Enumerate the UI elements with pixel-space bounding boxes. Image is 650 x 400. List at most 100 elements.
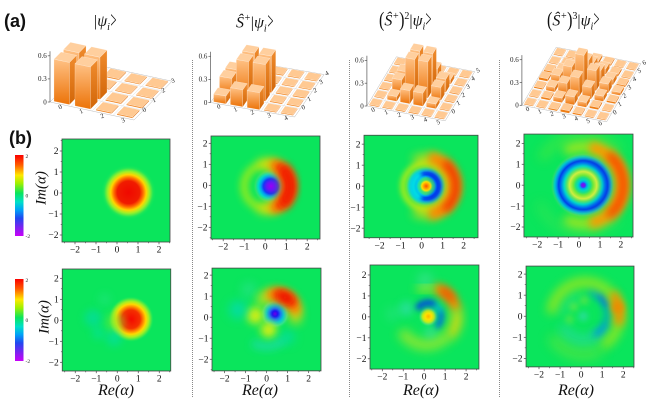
svg-text:0: 0 — [518, 313, 523, 323]
svg-text:3: 3 — [627, 84, 634, 92]
svg-text:−1: −1 — [396, 241, 406, 251]
svg-text:0: 0 — [43, 98, 47, 106]
svg-text:0: 0 — [54, 189, 59, 199]
svg-text:5: 5 — [436, 119, 443, 127]
svg-text:−2: −2 — [350, 224, 360, 234]
svg-text:0: 0 — [515, 102, 519, 110]
svg-text:4: 4 — [283, 114, 290, 122]
svg-text:−1: −1 — [555, 371, 565, 381]
svg-text:0: 0 — [576, 240, 581, 250]
svg-text:−1: −1 — [198, 334, 208, 344]
svg-text:2: 2 — [306, 374, 311, 384]
svg-text:4: 4 — [470, 75, 477, 83]
svg-text:0.6: 0.6 — [355, 57, 364, 65]
svg-text:2: 2 — [549, 110, 555, 118]
svg-text:0.3: 0.3 — [199, 76, 208, 84]
svg-text:−2: −2 — [48, 231, 58, 241]
svg-text:2: 2 — [250, 109, 256, 117]
svg-text:1: 1 — [233, 106, 239, 114]
svg-text:−2: −2 — [375, 241, 385, 251]
svg-text:−2: −2 — [378, 373, 388, 383]
svg-text:3: 3 — [410, 114, 417, 122]
svg-text:4: 4 — [324, 70, 331, 78]
svg-text:0: 0 — [612, 109, 619, 117]
svg-text:−1: −1 — [510, 202, 520, 212]
svg-text:1: 1 — [440, 241, 445, 251]
svg-text:0: 0 — [264, 374, 269, 384]
svg-text:-2: -2 — [26, 359, 31, 364]
svg-text:1: 1 — [456, 100, 462, 108]
svg-text:−1: −1 — [91, 375, 101, 385]
svg-text:−2: −2 — [513, 355, 523, 365]
svg-text:−1: −1 — [398, 373, 408, 383]
svg-text:0: 0 — [360, 102, 364, 110]
svg-text:−2: −2 — [219, 374, 229, 384]
svg-text:4: 4 — [423, 116, 430, 124]
svg-text:−1: −1 — [48, 210, 58, 220]
svg-text:1: 1 — [54, 296, 59, 306]
svg-text:6: 6 — [597, 120, 604, 128]
svg-text:−1: −1 — [553, 240, 563, 250]
svg-text:−2: −2 — [197, 224, 207, 234]
svg-text:1: 1 — [54, 168, 59, 178]
svg-text:1: 1 — [203, 161, 208, 171]
svg-text:0: 0 — [301, 104, 308, 112]
svg-text:1: 1 — [515, 160, 520, 170]
svg-text:−1: −1 — [350, 203, 360, 213]
svg-text:1: 1 — [617, 101, 623, 109]
svg-text:2: 2 — [157, 375, 162, 385]
svg-text:1: 1 — [600, 371, 605, 381]
svg-text:2: 2 — [312, 87, 318, 95]
svg-text:2: 2 — [621, 371, 626, 381]
svg-text:−2: −2 — [510, 223, 520, 233]
svg-text:1: 1 — [597, 240, 602, 250]
svg-text:1: 1 — [285, 374, 290, 384]
svg-text:0.3: 0.3 — [355, 80, 364, 88]
svg-text:0: 0 — [370, 106, 377, 114]
svg-text:3: 3 — [170, 77, 177, 85]
svg-text:2: 2 — [464, 373, 469, 383]
svg-text:5: 5 — [585, 117, 592, 125]
svg-text:0: 0 — [204, 313, 209, 323]
svg-text:2: 2 — [515, 140, 520, 150]
svg-text:−2: −2 — [70, 375, 80, 385]
svg-text:−1: −1 — [513, 334, 523, 344]
svg-text:-2: -2 — [26, 234, 31, 239]
svg-text:3: 3 — [120, 117, 127, 125]
svg-text:0: 0 — [422, 373, 427, 383]
svg-text:0: 0 — [204, 99, 208, 107]
svg-text:−1: −1 — [197, 203, 207, 213]
svg-text:2: 2 — [461, 241, 466, 251]
svg-text:2: 2 — [518, 271, 523, 281]
svg-text:2: 2 — [26, 278, 29, 284]
svg-text:0.3: 0.3 — [38, 75, 47, 83]
svg-text:0: 0 — [515, 181, 520, 191]
svg-text:0: 0 — [263, 243, 268, 253]
svg-text:0: 0 — [356, 182, 361, 192]
svg-text:0: 0 — [362, 313, 367, 323]
svg-text:1: 1 — [443, 373, 448, 383]
svg-text:0.3: 0.3 — [510, 79, 519, 87]
svg-text:2: 2 — [157, 245, 162, 255]
svg-text:0.6: 0.6 — [510, 56, 519, 64]
svg-text:−1: −1 — [357, 334, 367, 344]
svg-text:1: 1 — [136, 245, 141, 255]
svg-text:0: 0 — [142, 106, 149, 114]
svg-text:3: 3 — [561, 113, 568, 121]
svg-text:−1: −1 — [241, 374, 251, 384]
svg-text:−2: −2 — [70, 245, 80, 255]
svg-text:2: 2 — [204, 271, 209, 281]
svg-text:0.6: 0.6 — [38, 52, 47, 60]
svg-text:0.6: 0.6 — [199, 53, 208, 61]
svg-text:0: 0 — [525, 105, 532, 113]
svg-text:5: 5 — [475, 67, 482, 75]
svg-text:0: 0 — [54, 317, 59, 327]
svg-text:0: 0 — [26, 194, 29, 200]
svg-text:−2: −2 — [534, 371, 544, 381]
svg-text:0: 0 — [115, 245, 120, 255]
svg-text:−2: −2 — [357, 355, 367, 365]
svg-text:2: 2 — [396, 111, 402, 119]
svg-text:4: 4 — [632, 75, 639, 83]
svg-text:1: 1 — [356, 161, 361, 171]
svg-text:−1: −1 — [91, 245, 101, 255]
